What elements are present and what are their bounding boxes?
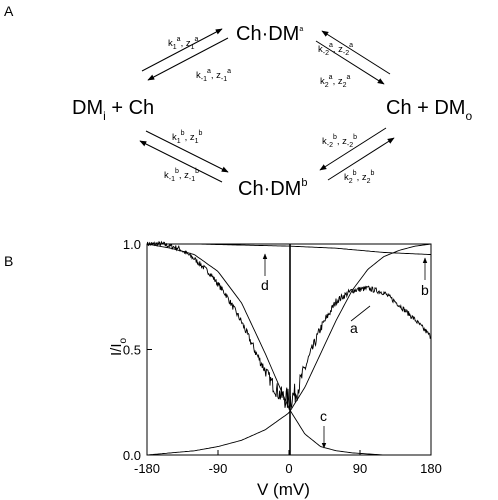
species-bottom: Ch·DMb xyxy=(238,177,307,200)
y-axis-title: I/Io xyxy=(108,337,129,356)
x-tick-label: 0 xyxy=(285,461,292,476)
arrow-ll-reverse xyxy=(139,140,223,183)
curve-label-a: a xyxy=(350,320,358,336)
arrow-lr-forward xyxy=(319,127,387,171)
arrow-ul-reverse xyxy=(147,37,229,81)
curve-label-d: d xyxy=(261,277,269,293)
rate-lr-forward: k-2b, z-2b xyxy=(322,134,357,149)
rate-ur-forward: k-2a, z-2a xyxy=(318,42,353,57)
y-tick-label: 0.5 xyxy=(123,343,141,358)
x-tick-label: -90 xyxy=(209,461,228,476)
x-tick-label: 180 xyxy=(420,461,442,476)
tick-layer: -180 -90 0 90 180 0.0 0.5 1.0 xyxy=(123,237,442,476)
y-tick-label: 0.0 xyxy=(123,448,141,463)
rate-ur-reverse: k2a, z2a xyxy=(320,74,351,89)
species-left: DMi + Ch xyxy=(72,97,154,123)
x-axis-title: V (mV) xyxy=(257,480,310,499)
species-right: Ch + DMo xyxy=(386,97,472,123)
curve-label-b: b xyxy=(421,282,429,298)
panel-a-label: A xyxy=(4,3,14,19)
series-c-line xyxy=(146,243,431,456)
arrow-ul-forward xyxy=(141,28,223,72)
plot-frame xyxy=(146,243,432,456)
rate-lr-reverse: k2b, z2b xyxy=(344,170,375,185)
rate-ul-forward: k1a, z1a xyxy=(168,36,199,51)
x-tick-label: 90 xyxy=(353,461,367,476)
species-top: Ch·DMa xyxy=(236,23,303,45)
series-layer xyxy=(146,240,432,456)
iv-plot: -180 -90 0 90 180 0.0 0.5 1.0 xyxy=(123,237,442,476)
series-d-line xyxy=(147,243,431,255)
arrow-lr-reverse xyxy=(327,137,395,181)
x-tick-label: -180 xyxy=(134,461,160,476)
pointer-a xyxy=(350,305,371,322)
rate-ul-reverse: k-1a, z-1a xyxy=(196,68,231,83)
series-a-line xyxy=(146,240,432,410)
rate-ll-forward: k1b, z1b xyxy=(172,130,203,145)
panel-b-label: B xyxy=(4,253,13,269)
y-tick-label: 1.0 xyxy=(123,237,141,252)
rate-ll-reverse: k-1b, z-1b xyxy=(164,168,199,183)
arrow-ll-forward xyxy=(145,130,229,173)
curve-label-c: c xyxy=(320,408,327,424)
series-b-line xyxy=(146,243,431,456)
arrow-ur-reverse xyxy=(315,40,385,85)
arrow-ur-forward xyxy=(321,30,391,75)
